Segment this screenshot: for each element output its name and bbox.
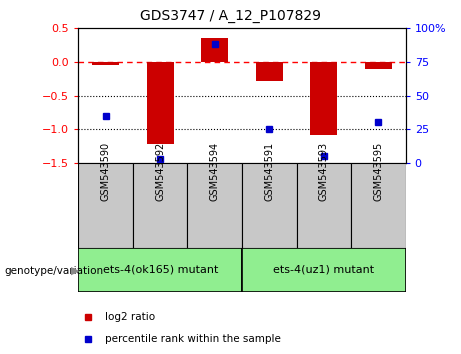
Bar: [296, 163, 351, 248]
Text: genotype/variation: genotype/variation: [5, 266, 104, 276]
Bar: [365, 62, 392, 69]
Bar: [256, 62, 283, 81]
Text: GDS3747 / A_12_P107829: GDS3747 / A_12_P107829: [140, 9, 321, 23]
Text: GSM543592: GSM543592: [155, 142, 165, 201]
Bar: [201, 39, 228, 62]
Bar: [242, 163, 296, 248]
Text: percentile rank within the sample: percentile rank within the sample: [105, 334, 280, 344]
Text: ets-4(uz1) mutant: ets-4(uz1) mutant: [273, 265, 374, 275]
Bar: [78, 248, 242, 292]
Bar: [133, 163, 188, 248]
Text: GSM543595: GSM543595: [373, 142, 384, 201]
Text: ets-4(ok165) mutant: ets-4(ok165) mutant: [102, 265, 218, 275]
Bar: [78, 163, 133, 248]
Bar: [351, 163, 406, 248]
Text: GSM543593: GSM543593: [319, 142, 329, 201]
Bar: [188, 163, 242, 248]
Text: log2 ratio: log2 ratio: [105, 312, 155, 322]
Text: GSM543590: GSM543590: [100, 142, 111, 201]
Bar: [147, 62, 174, 144]
Text: GSM543594: GSM543594: [210, 142, 220, 201]
Bar: [92, 62, 119, 65]
Text: ▶: ▶: [71, 266, 80, 276]
Bar: [242, 248, 406, 292]
Bar: [310, 62, 337, 135]
Text: GSM543591: GSM543591: [264, 142, 274, 201]
